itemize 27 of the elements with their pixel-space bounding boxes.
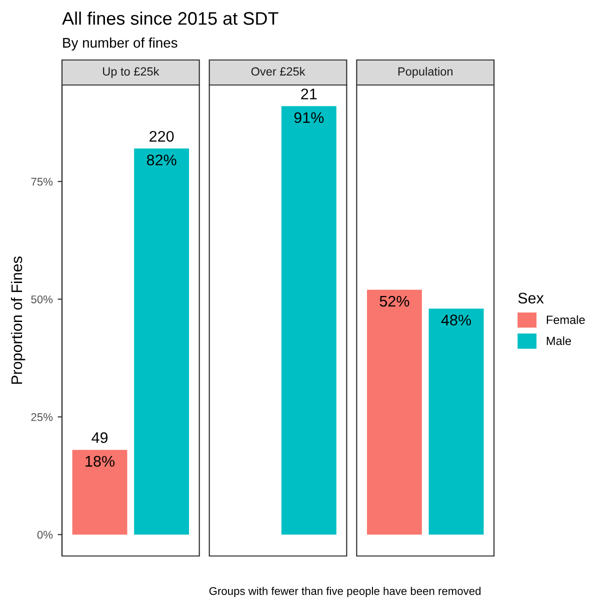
bar: [281, 106, 336, 535]
y-axis-title: Proportion of Fines: [10, 256, 26, 384]
annotation: 49: [92, 432, 108, 444]
data-label: 48%: [441, 314, 471, 326]
bar: [134, 148, 190, 535]
data-label: 52%: [380, 296, 410, 307]
data-label: 91%: [294, 112, 324, 124]
annotation: 220: [150, 130, 174, 142]
bar: [428, 308, 484, 535]
data-label: 18%: [86, 456, 115, 467]
bar: [72, 450, 128, 535]
x-tick-label: Up to £25k: [103, 67, 160, 78]
legend-title: Sex: [518, 292, 544, 304]
x-tick-label: Population: [398, 67, 452, 78]
annotation: 21: [301, 88, 317, 100]
y-tick-label: 25%: [31, 413, 53, 422]
legend-label: Female: [546, 315, 585, 324]
chart-subtitle: By number of fines: [63, 38, 178, 50]
data-label: 82%: [146, 154, 176, 166]
x-tick-label: Over £25k: [251, 67, 306, 76]
chart-title: All fines since 2015 at SDT: [62, 12, 278, 25]
legend-label: Male: [546, 336, 571, 346]
y-tick-label: 50%: [31, 295, 53, 304]
y-tick-label: 0%: [37, 530, 53, 539]
bar: [366, 290, 422, 535]
y-tick-label: 75%: [31, 178, 53, 186]
text: Groups with fewer than five people have been removed: [209, 586, 480, 598]
